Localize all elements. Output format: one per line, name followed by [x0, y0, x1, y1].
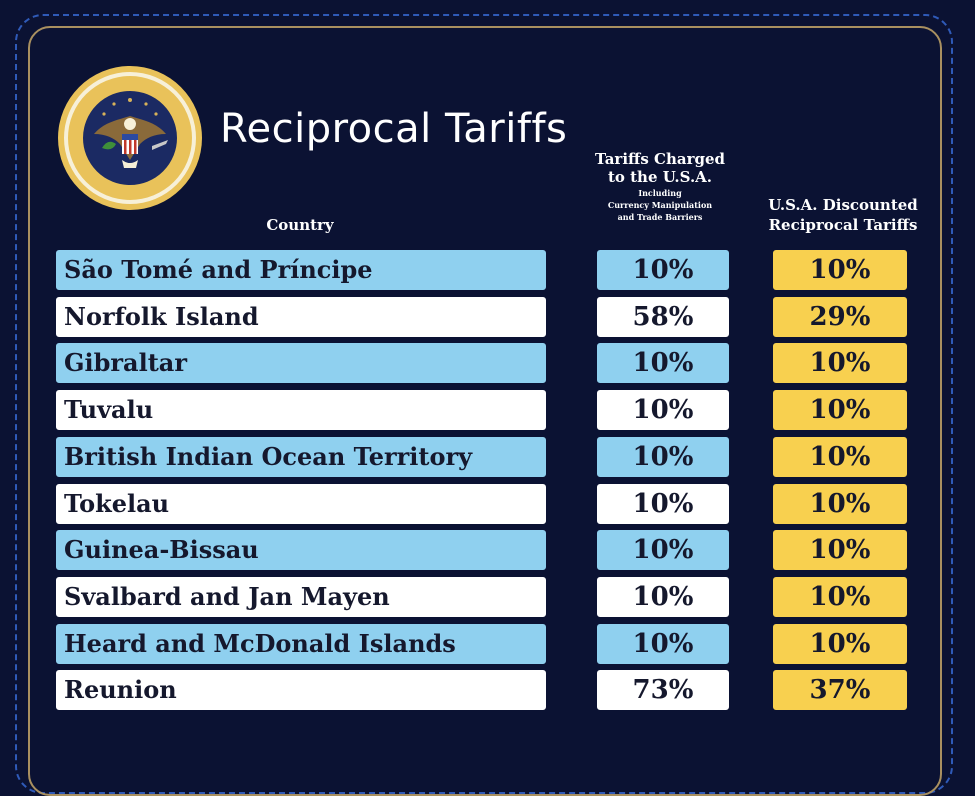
charged-tariff-cell: 10%	[597, 530, 729, 570]
reciprocal-tariff-cell: 37%	[773, 670, 907, 710]
table-row: Tuvalu 10% 10%	[56, 390, 908, 430]
table-row: British Indian Ocean Territory 10% 10%	[56, 437, 908, 477]
reciprocal-tariff-cell: 10%	[773, 530, 907, 570]
country-cell: Guinea-Bissau	[56, 530, 546, 570]
reciprocal-tariff-cell: 10%	[773, 437, 907, 477]
country-cell: Reunion	[56, 670, 546, 710]
charged-tariff-cell: 10%	[597, 343, 729, 383]
reciprocal-tariff-cell: 10%	[773, 390, 907, 430]
country-cell: São Tomé and Príncipe	[56, 250, 546, 290]
reciprocal-tariff-cell: 10%	[773, 484, 907, 524]
charged-tariff-cell: 58%	[597, 297, 729, 337]
charged-tariff-cell: 10%	[597, 250, 729, 290]
presidential-seal-logo	[58, 66, 202, 210]
table-row: Norfolk Island 58% 29%	[56, 297, 908, 337]
charged-tariff-cell: 73%	[597, 670, 729, 710]
country-cell: Norfolk Island	[56, 297, 546, 337]
reciprocal-header-line1: U.S.A. Discounted	[768, 196, 918, 214]
charged-header-sub3: and Trade Barriers	[617, 212, 703, 222]
charged-header-line2: to the U.S.A.	[607, 168, 713, 186]
country-cell: Gibraltar	[56, 343, 546, 383]
table-row: Gibraltar 10% 10%	[56, 343, 908, 383]
charged-tariff-cell: 10%	[597, 484, 729, 524]
table-row: Tokelau 10% 10%	[56, 484, 908, 524]
country-cell: Heard and McDonald Islands	[56, 624, 546, 664]
country-cell: Svalbard and Jan Mayen	[56, 577, 546, 617]
reciprocal-tariff-cell: 10%	[773, 343, 907, 383]
charged-tariff-cell: 10%	[597, 577, 729, 617]
reciprocal-tariff-cell: 29%	[773, 297, 907, 337]
charged-header-sub1: Including	[638, 188, 682, 198]
country-cell: Tuvalu	[56, 390, 546, 430]
charged-header-line1: Tariffs Charged	[594, 150, 725, 168]
country-column-header: Country	[266, 216, 334, 234]
table-row: Guinea-Bissau 10% 10%	[56, 530, 908, 570]
reciprocal-tariff-cell: 10%	[773, 624, 907, 664]
table-row: Reunion 73% 37%	[56, 670, 908, 710]
page-title: Reciprocal Tariffs	[220, 106, 568, 152]
reciprocal-column-header: U.S.A. Discounted Reciprocal Tariffs	[748, 195, 938, 235]
charged-column-header: Tariffs Charged to the U.S.A. Including …	[574, 150, 746, 222]
reciprocal-tariff-cell: 10%	[773, 577, 907, 617]
country-cell: British Indian Ocean Territory	[56, 437, 546, 477]
charged-tariff-cell: 10%	[597, 390, 729, 430]
charged-tariff-cell: 10%	[597, 624, 729, 664]
table-row: São Tomé and Príncipe 10% 10%	[56, 250, 908, 290]
reciprocal-header-line2: Reciprocal Tariffs	[768, 216, 918, 234]
charged-tariff-cell: 10%	[597, 437, 729, 477]
table-row: Svalbard and Jan Mayen 10% 10%	[56, 577, 908, 617]
country-cell: Tokelau	[56, 484, 546, 524]
charged-header-sub2: Currency Manipulation	[607, 200, 713, 210]
reciprocal-tariff-cell: 10%	[773, 250, 907, 290]
table-row: Heard and McDonald Islands 10% 10%	[56, 624, 908, 664]
